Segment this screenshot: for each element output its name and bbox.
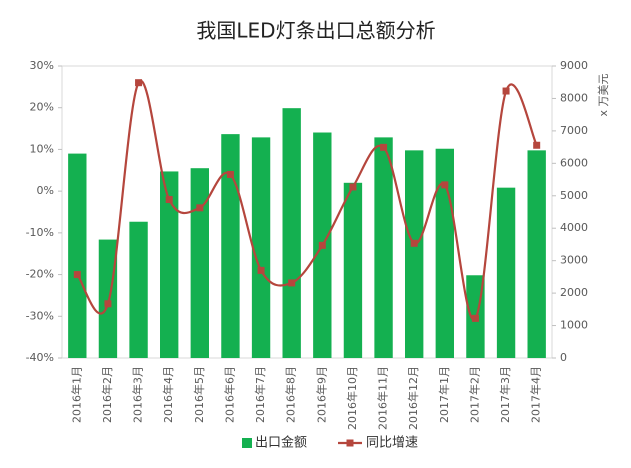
bar [343,182,363,358]
plot-frame [61,65,553,359]
bar [282,108,301,358]
y-tick-label: -40% [26,351,54,364]
bar [190,168,209,358]
x-tick-label: 2017年2月 [467,366,481,423]
y-tick-label: 30% [30,59,54,72]
x-tick-label: 2016年1月 [69,366,83,423]
y2-axis-label: x 万美元 [597,73,610,116]
bar [435,148,454,358]
y2-tick-label: 3000 [560,254,588,267]
y2-tick-label: 0 [560,351,567,364]
x-tick-label: 2016年7月 [253,366,267,423]
bar [68,153,87,358]
y-tick-label: 10% [30,142,54,155]
legend-label: 出口金额 [255,435,307,451]
line-marker [349,183,357,191]
x-tick-label: 2017年4月 [529,366,543,423]
line-marker [196,204,204,212]
line-marker [104,300,112,308]
y2-tick-label: 4000 [560,221,588,234]
line-marker [441,181,449,189]
bar [496,187,516,358]
line-marker [410,239,418,247]
line-marker [135,79,143,87]
chart-title: 我国LED灯条出口总额分析 [196,19,435,43]
line-marker [257,266,265,274]
x-tick-label: 2016年4月 [161,366,175,423]
y-tick-label: -10% [26,226,54,239]
line-marker [288,279,296,287]
line-marker [165,195,173,203]
x-tick-label: 2016年2月 [100,366,114,423]
x-tick-label: 2016年10月 [345,366,359,430]
x-tick-label: 2016年9月 [314,366,328,423]
line-marker [73,271,81,279]
x-tick-label: 2016年8月 [284,366,298,423]
bar [129,221,148,358]
line-marker [226,170,234,178]
bar [160,171,179,358]
y2-tick-label: 1000 [560,319,588,332]
bar [98,239,118,358]
x-tick-label: 2016年3月 [131,366,145,423]
bar [527,150,546,358]
x-tick-label: 2016年6月 [222,366,236,423]
y2-tick-label: 5000 [560,189,588,202]
bar [374,137,393,358]
x-tick-label: 2016年5月 [192,366,206,423]
x-tick-label: 2017年1月 [437,366,451,423]
y2-tick-label: 6000 [560,156,588,169]
line-marker [502,87,510,95]
x-tick-label: 2016年11月 [376,366,390,430]
legend-label: 同比增速 [366,436,418,451]
y-tick-label: -30% [26,309,54,322]
bar [251,137,271,358]
y-tick-label: -20% [26,268,54,281]
y2-tick-label: 8000 [560,91,588,104]
y2-tick-label: 9000 [560,59,588,72]
y-tick-label: 20% [30,101,54,114]
x-tick-label: 2017年3月 [498,366,512,423]
y2-tick-label: 2000 [560,286,588,299]
line-marker [318,241,326,249]
line-marker [471,314,479,322]
line-marker [380,143,388,151]
bar [221,134,240,358]
line-marker [533,141,541,149]
legend-swatch [346,439,354,447]
y-tick-label: 0% [37,184,54,197]
x-tick-label: 2016年12月 [406,366,420,430]
y2-tick-label: 7000 [560,124,588,137]
legend-swatch [242,438,252,448]
bar [405,150,424,358]
